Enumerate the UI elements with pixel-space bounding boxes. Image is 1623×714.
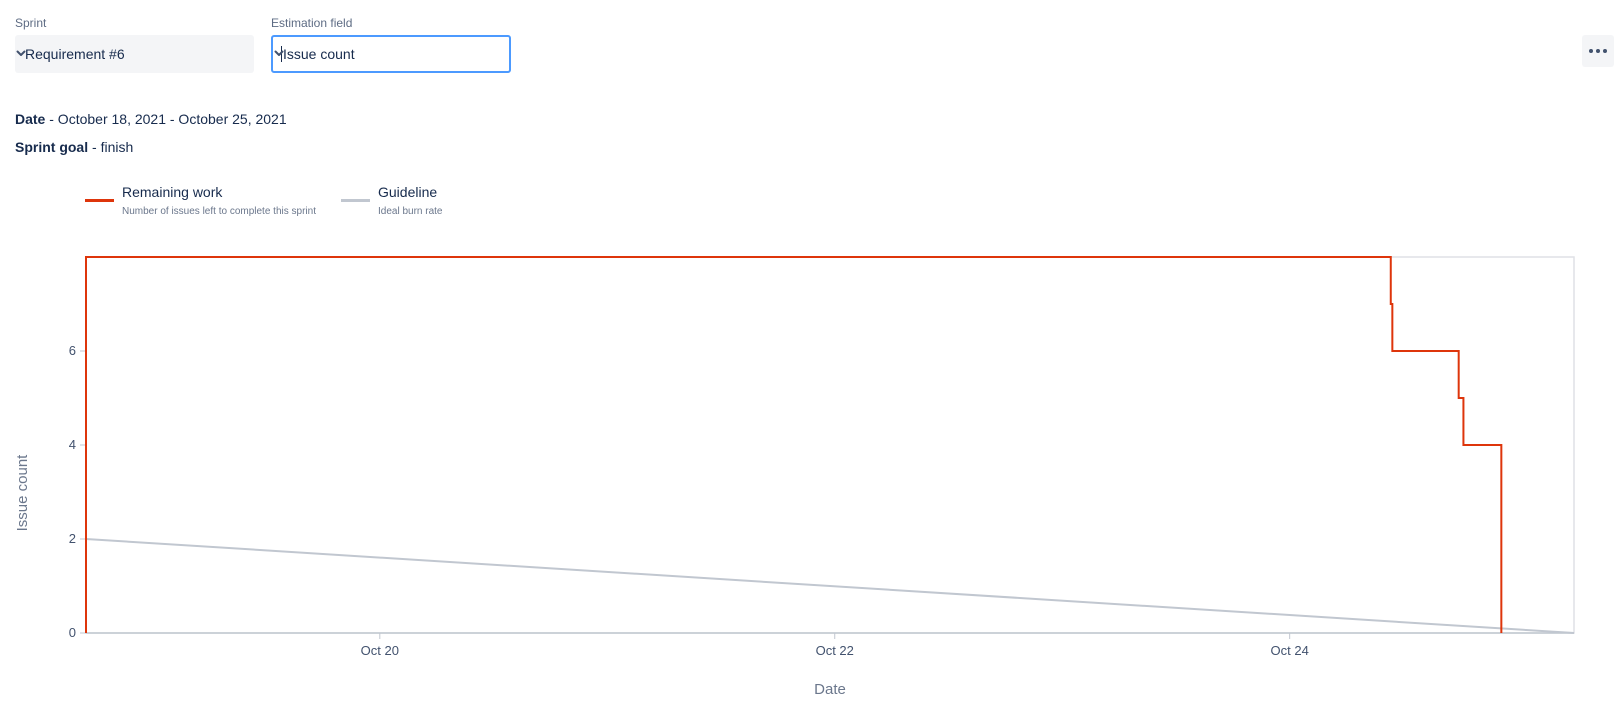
sprint-select-value: Requirement #6 xyxy=(25,46,125,62)
y-tick-label: 4 xyxy=(69,437,76,452)
goal-value: - finish xyxy=(88,139,134,155)
estimation-select[interactable]: Issue count xyxy=(271,35,511,73)
y-tick-label: 0 xyxy=(69,625,76,640)
chevron-down-icon xyxy=(16,50,26,56)
estimation-select-value: Issue count xyxy=(283,46,355,62)
remaining-work-line xyxy=(85,256,1503,633)
y-axis-title: Issue count xyxy=(14,454,31,532)
sprint-select[interactable]: Requirement #6 xyxy=(15,35,254,73)
plot-frame xyxy=(85,256,1575,634)
text-cursor xyxy=(281,46,282,62)
date-label: Date xyxy=(15,111,46,127)
chevron-down-icon xyxy=(274,50,284,56)
y-tick-label: 2 xyxy=(69,531,76,546)
legend-title: Guideline xyxy=(378,184,438,200)
guideline-line xyxy=(85,538,1575,634)
legend-title: Remaining work xyxy=(122,184,223,200)
x-tick-label: Oct 24 xyxy=(1271,643,1309,658)
estimation-field-label: Estimation field xyxy=(271,16,353,30)
legend-subtitle: Number of issues left to complete this s… xyxy=(122,206,316,217)
legend-swatch-remaining xyxy=(85,199,114,202)
more-actions-button[interactable] xyxy=(1582,35,1614,67)
legend-subtitle: Ideal burn rate xyxy=(378,206,443,217)
sprint-field-label: Sprint xyxy=(15,16,47,30)
legend-swatch-guideline xyxy=(341,199,370,202)
x-tick-label: Oct 22 xyxy=(816,643,854,658)
x-axis-title: Date xyxy=(814,681,846,698)
date-value: - October 18, 2021 - October 25, 2021 xyxy=(45,111,287,127)
y-tick-label: 6 xyxy=(69,343,76,358)
x-tick-label: Oct 20 xyxy=(361,643,399,658)
sprint-date: Date - October 18, 2021 - October 25, 20… xyxy=(15,111,287,127)
goal-label: Sprint goal xyxy=(15,139,89,155)
sprint-goal: Sprint goal - finish xyxy=(15,139,133,155)
more-horizontal-icon xyxy=(1589,49,1593,53)
